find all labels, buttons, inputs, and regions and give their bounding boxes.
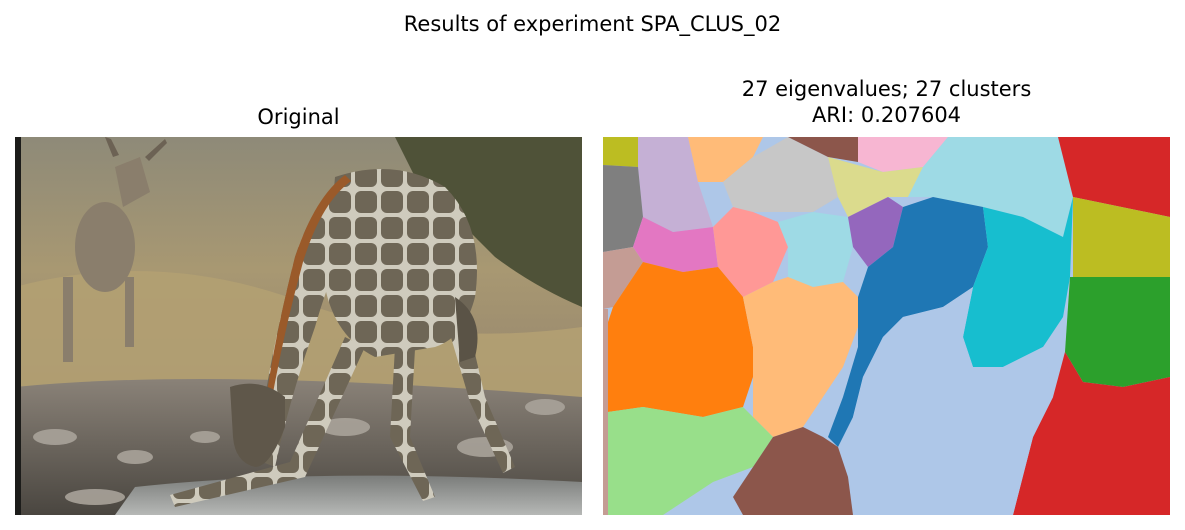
segmentation-image: [603, 137, 1170, 515]
original-title-text: Original: [257, 105, 340, 129]
segmentation-map: [603, 137, 1170, 515]
segmentation-panel-title: 27 eigenvalues; 27 clusters ARI: 0.20760…: [603, 76, 1170, 128]
figure-title: Results of experiment SPA_CLUS_02: [403, 12, 782, 36]
original-image: [15, 137, 582, 515]
segmentation-title-line1: 27 eigenvalues; 27 clusters: [741, 77, 1032, 101]
original-panel-title: Original: [15, 104, 582, 130]
giraffe-photo: [15, 137, 582, 515]
segmentation-title-line2: ARI: 0.207604: [811, 103, 962, 127]
